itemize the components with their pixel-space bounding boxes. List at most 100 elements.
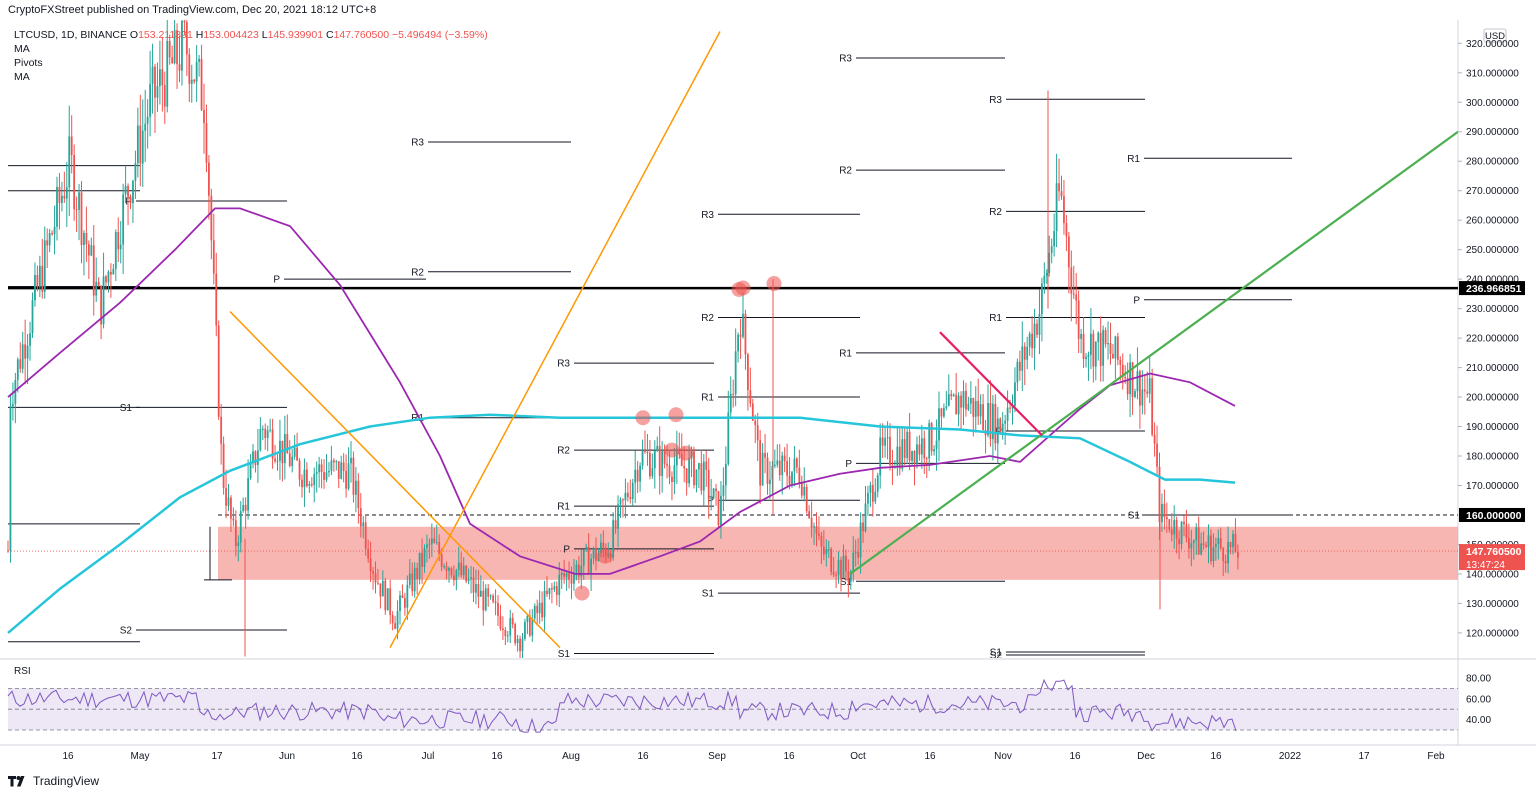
price-tick-label: 140.000000 [1466,569,1519,580]
candle-body [693,451,695,486]
candle-body [472,577,475,593]
price-tick-label: 250.000000 [1466,245,1519,256]
candle-body [205,123,208,163]
rsi-axis-label: 40.00 [1466,715,1491,726]
pivot-label: R3 [701,210,714,221]
candle-body [840,559,842,578]
candle-body [658,445,661,476]
candle-body [810,517,813,528]
candle-body [563,573,566,577]
footer-brand[interactable]: TradingView [8,774,99,788]
candle-body [705,461,708,470]
candle-body [254,451,257,465]
price-tick-label: 120.000000 [1466,628,1519,639]
pivot-label: R1 [989,313,1002,324]
candle-body [359,508,362,527]
candle-body [374,573,377,583]
candle-body [845,555,847,572]
price-tick-label: 240.000000 [1466,275,1519,286]
candle-body [1136,371,1139,392]
price-label-overlay: 236.966851 160.000000 147.760500 13:47:24 [1459,281,1525,571]
candle-body [396,611,399,629]
candle-body [818,533,820,536]
candle-body [1060,191,1063,197]
candle-body [38,265,41,287]
orange-trendline-up [389,31,721,648]
currency-badge[interactable] [1483,28,1507,43]
candle-body [935,440,938,450]
candle-body [208,162,210,196]
candle-body [48,233,51,246]
candle-body [313,474,316,486]
candle-body [541,602,543,618]
candle-body [342,462,345,471]
candle-body [504,629,507,636]
candle-body [107,271,110,283]
candle-body [793,458,796,472]
candle-body [65,187,68,199]
candle-body [217,325,220,417]
candle-body [1121,364,1124,377]
indicator-pivots[interactable]: Pivots [14,57,43,69]
price-pane[interactable]: PS1S2PR1R2R3PS1R1R2R3PS1R1R2R3PS1R1R2R3P… [7,0,1458,664]
candle-body [1139,371,1141,406]
candle-body [661,449,664,476]
candle-body [1026,346,1029,360]
price-scale[interactable] [1458,20,1536,762]
candle-body [722,485,725,496]
candle-body [977,400,980,417]
candle-body [884,438,886,446]
candle-body [749,390,752,404]
candle-body [825,549,828,555]
candle-body [1237,552,1239,558]
candle-body [139,125,142,164]
candle-body [700,463,703,491]
candle-body [288,453,291,467]
time-tick-label: 17 [1358,751,1370,762]
candle-body [266,430,269,438]
candle-body [913,450,916,464]
indicator-ma-2[interactable]: MA [14,71,30,83]
candle-body [1205,545,1207,547]
candle-body [225,488,227,506]
candle-body [1119,359,1122,365]
candle-body [411,573,414,592]
candle-body [97,281,100,286]
candle-body [12,403,14,407]
pivot-label: R1 [557,502,570,513]
rsi-pane[interactable]: RSI 80.00 60.00 40.00 [7,666,1491,733]
candle-body [837,559,840,575]
candle-body [440,554,443,567]
candle-body [1168,519,1171,530]
candle-body [1112,353,1114,359]
candle-body [570,579,573,584]
highlight-circle [668,407,684,423]
candle-body [1107,343,1109,345]
price-tick-label: 290.000000 [1466,127,1519,138]
candle-body [68,136,71,188]
candle-body [438,542,441,555]
indicator-ma-1[interactable]: MA [14,43,30,55]
highlight-circle [597,548,613,564]
candle-body [710,497,713,499]
candle-body [732,393,735,395]
candle-body [656,445,659,451]
candle-body [558,574,561,595]
candle-body [933,449,935,452]
price-tick-label: 230.000000 [1466,304,1519,315]
candle-body [636,469,639,482]
candle-body [443,566,445,568]
candle-body [102,276,105,325]
candle-body [788,475,791,485]
candle-body [800,482,803,496]
close-label: C [325,29,334,41]
time-axis: 16 May 17 Jun 16 Jul 16 Aug 16 Sep 16 Oct 16 Nov 16 Dec… [62,751,1445,762]
candle-body [1185,524,1188,538]
candle-body [479,590,482,597]
candle-body [122,194,125,245]
time-tick-label: Sep [708,751,726,762]
candle-body [568,573,570,580]
candle-body [168,40,171,58]
candle-body [1207,535,1210,547]
